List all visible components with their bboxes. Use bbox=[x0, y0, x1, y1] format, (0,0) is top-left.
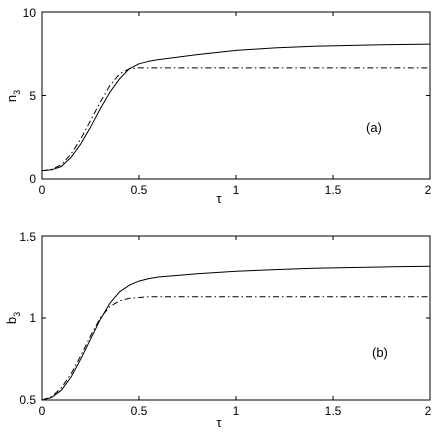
panel-b-xtick-1: 0.5 bbox=[131, 404, 148, 418]
panel-a: 0 5 10 0 0.5 1 1.5 2 τ n3 (a) bbox=[4, 6, 432, 206]
panel-a-series-solid-line bbox=[41, 43, 431, 172]
panel-a-frame bbox=[41, 11, 431, 180]
panel-a-ylabel-group: n3 bbox=[4, 90, 22, 102]
panel-b-tag: (b) bbox=[372, 345, 388, 360]
panel-b-ticks bbox=[41, 235, 431, 401]
panel-b-frame bbox=[41, 235, 431, 401]
panel-a-ylabel: n3 bbox=[4, 90, 22, 102]
panel-a-ytick-1: 5 bbox=[29, 89, 36, 103]
panel-a-tag: (a) bbox=[366, 120, 382, 135]
panel-b-series-solid-line bbox=[41, 265, 431, 401]
panel-b-xtick-3: 1.5 bbox=[325, 404, 342, 418]
panel-b-xtick-2: 1 bbox=[233, 404, 240, 418]
panel-a-xtick-2: 1 bbox=[233, 183, 240, 197]
panel-a-ytick-2: 10 bbox=[23, 6, 37, 20]
panel-a-ticks bbox=[41, 11, 431, 180]
panel-b-ytick-2: 1.5 bbox=[19, 230, 36, 244]
panel-b-ytick-1: 1 bbox=[29, 311, 36, 325]
panel-a-xtick-4: 2 bbox=[425, 183, 432, 197]
panel-a-xtick-0: 0 bbox=[39, 183, 46, 197]
panel-b-xlabel: τ bbox=[216, 415, 222, 430]
panel-b-ylabel-group: b3 bbox=[4, 312, 22, 324]
panel-b-series bbox=[41, 265, 431, 401]
panel-b-ytick-0: 0.5 bbox=[19, 393, 36, 407]
panel-a-series-dashdot-line bbox=[41, 67, 430, 172]
panel-b-series-dashdot-line bbox=[41, 296, 430, 401]
panel-a-xtick-1: 0.5 bbox=[131, 183, 148, 197]
panel-a-xtick-3: 1.5 bbox=[325, 183, 342, 197]
panel-a-xlabel: τ bbox=[216, 191, 222, 206]
panel-a-ytick-0: 0 bbox=[29, 172, 36, 186]
panel-a-series bbox=[41, 43, 431, 172]
panel-b: 0.5 1 1.5 0 0.5 1 1.5 2 τ b3 (b) bbox=[4, 230, 432, 430]
panel-b-ylabel: b3 bbox=[4, 312, 22, 324]
panel-b-xtick-4: 2 bbox=[425, 404, 432, 418]
panel-b-xtick-0: 0 bbox=[39, 404, 46, 418]
